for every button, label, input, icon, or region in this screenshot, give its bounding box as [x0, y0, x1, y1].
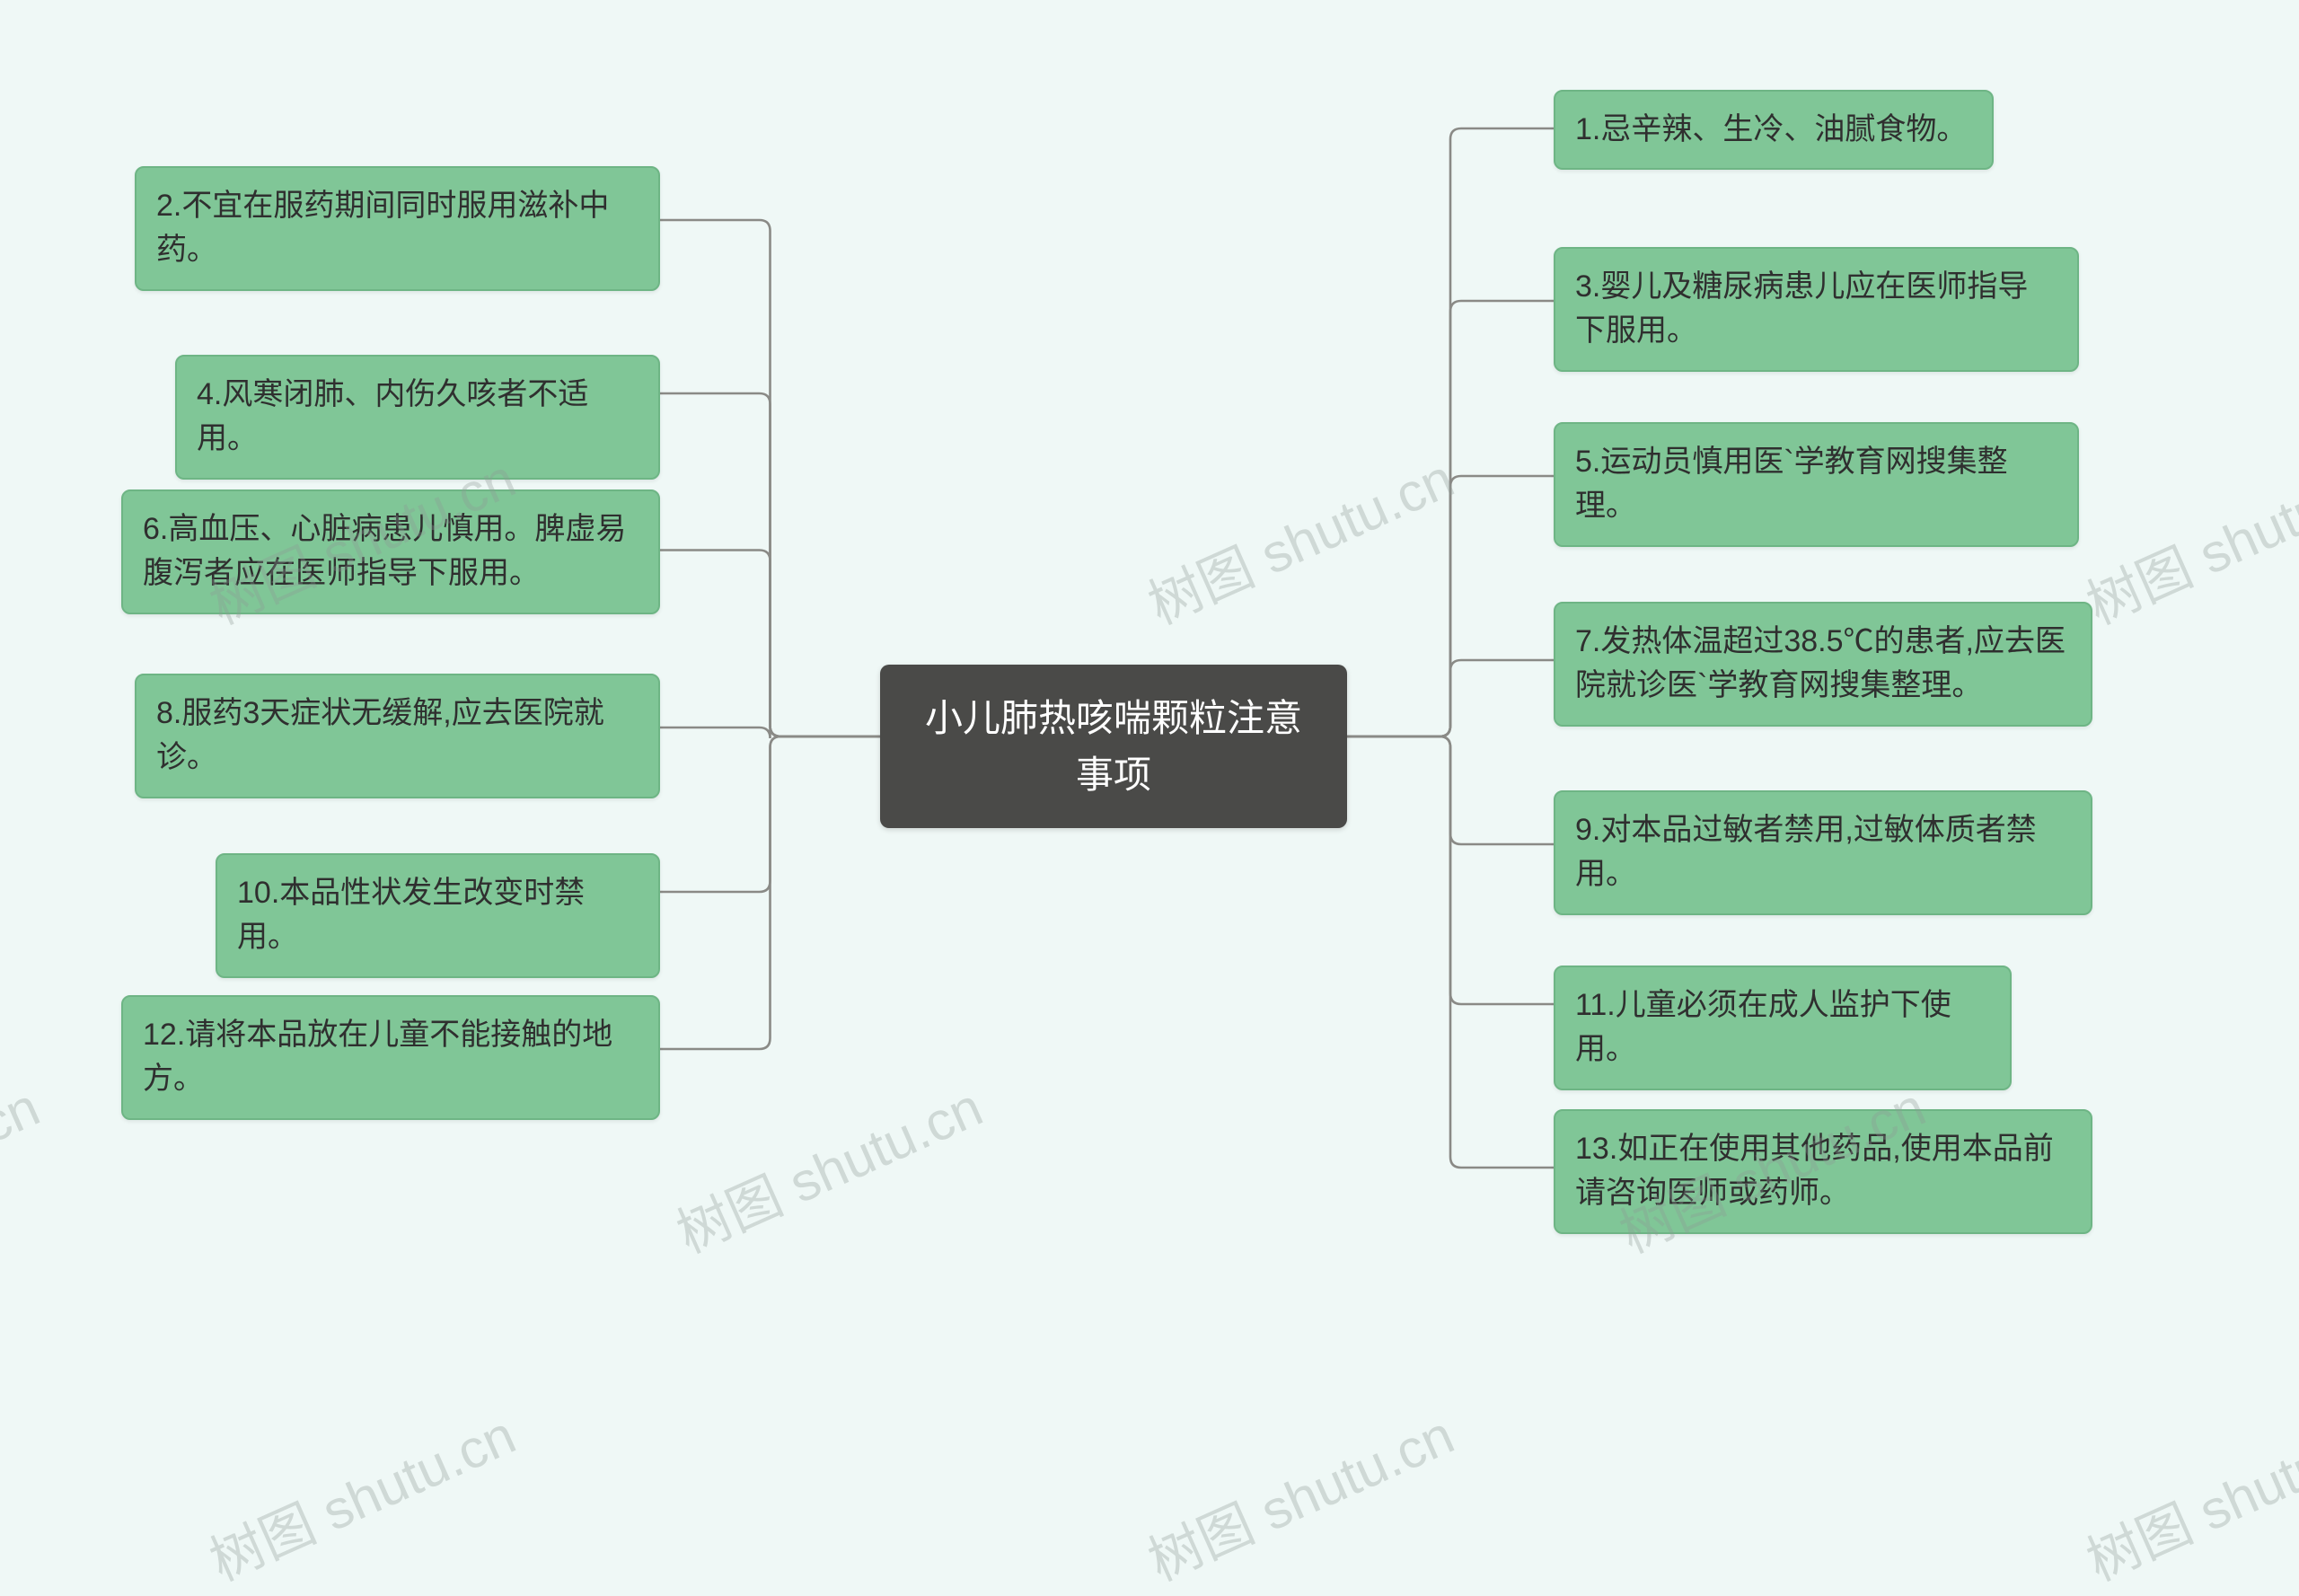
left-leaf-5-text: 12.请将本品放在儿童不能接触的地方。 [143, 1018, 612, 1096]
watermark: 树图 shutu.cn [0, 1064, 49, 1268]
right-leaf-0: 1.忌辛辣、生冷、油腻食物。 [1554, 90, 1994, 170]
watermark: 树图 shutu.cn [2073, 1392, 2299, 1596]
right-leaf-5: 11.儿童必须在成人监护下使用。 [1554, 966, 2012, 1090]
watermark: 树图 shutu.cn [663, 1064, 992, 1268]
watermark: 树图 shutu.cn [1134, 436, 1464, 639]
left-leaf-3: 8.服药3天症状无缓解,应去医院就诊。 [135, 674, 660, 798]
right-leaf-1: 3.婴儿及糖尿病患儿应在医师指导下服用。 [1554, 247, 2079, 372]
right-leaf-2-text: 5.运动员慎用医`学教育网搜集整理。 [1575, 445, 2008, 523]
right-leaf-4-text: 9.对本品过敏者禁用,过敏体质者禁用。 [1575, 813, 2037, 891]
right-leaf-6-text: 13.如正在使用其他药品,使用本品前请咨询医师或药师。 [1575, 1132, 2054, 1210]
connector [660, 726, 880, 738]
center-node-text: 小儿肺热咳喘颗粒注意事项 [925, 697, 1302, 796]
mindmap-canvas: 小儿肺热咳喘颗粒注意事项 2.不宜在服药期间同时服用滋补中药。 4.风寒闭肺、内伤… [0, 0, 2299, 1531]
right-leaf-4: 9.对本品过敏者禁用,过敏体质者禁用。 [1554, 790, 2092, 915]
watermark: 树图 shutu.cn [196, 1392, 525, 1596]
connector [1347, 476, 1554, 736]
connector [1347, 301, 1554, 736]
right-leaf-0-text: 1.忌辛辣、生冷、油腻食物。 [1575, 112, 1967, 146]
right-leaf-3: 7.发热体温超过38.5℃的患者,应去医院就诊医`学教育网搜集整理。 [1554, 602, 2092, 727]
left-leaf-5: 12.请将本品放在儿童不能接触的地方。 [121, 995, 660, 1120]
left-leaf-1-text: 4.风寒闭肺、内伤久咳者不适用。 [197, 377, 588, 455]
connector [660, 551, 880, 737]
connector [1347, 736, 1554, 1168]
left-leaf-2-text: 6.高血压、心脏病患儿慎用。脾虚易腹泻者应在医师指导下服用。 [143, 512, 626, 590]
right-leaf-3-text: 7.发热体温超过38.5℃的患者,应去医院就诊医`学教育网搜集整理。 [1575, 624, 2066, 702]
left-leaf-0-text: 2.不宜在服药期间同时服用滋补中药。 [156, 189, 609, 267]
connector [660, 736, 880, 1049]
connector [1347, 660, 1554, 736]
right-leaf-1-text: 3.婴儿及糖尿病患儿应在医师指导下服用。 [1575, 269, 2028, 348]
connector [660, 220, 880, 736]
watermark: 树图 shutu.cn [1134, 1392, 1464, 1596]
connector [1347, 736, 1554, 844]
right-leaf-2: 5.运动员慎用医`学教育网搜集整理。 [1554, 422, 2079, 547]
connector [660, 736, 880, 892]
left-leaf-4: 10.本品性状发生改变时禁用。 [216, 853, 660, 978]
left-leaf-2: 6.高血压、心脏病患儿慎用。脾虚易腹泻者应在医师指导下服用。 [121, 489, 660, 614]
connector [1347, 128, 1554, 736]
left-leaf-4-text: 10.本品性状发生改变时禁用。 [237, 876, 585, 954]
left-leaf-0: 2.不宜在服药期间同时服用滋补中药。 [135, 166, 660, 291]
right-leaf-6: 13.如正在使用其他药品,使用本品前请咨询医师或药师。 [1554, 1109, 2092, 1234]
left-leaf-1: 4.风寒闭肺、内伤久咳者不适用。 [175, 355, 660, 480]
right-leaf-5-text: 11.儿童必须在成人监护下使用。 [1575, 988, 1951, 1066]
connector [660, 393, 880, 736]
connector [1347, 736, 1554, 1004]
left-leaf-3-text: 8.服药3天症状无缓解,应去医院就诊。 [156, 696, 604, 774]
watermark: 树图 shutu.cn [2073, 436, 2299, 639]
center-node: 小儿肺热咳喘颗粒注意事项 [880, 665, 1347, 828]
